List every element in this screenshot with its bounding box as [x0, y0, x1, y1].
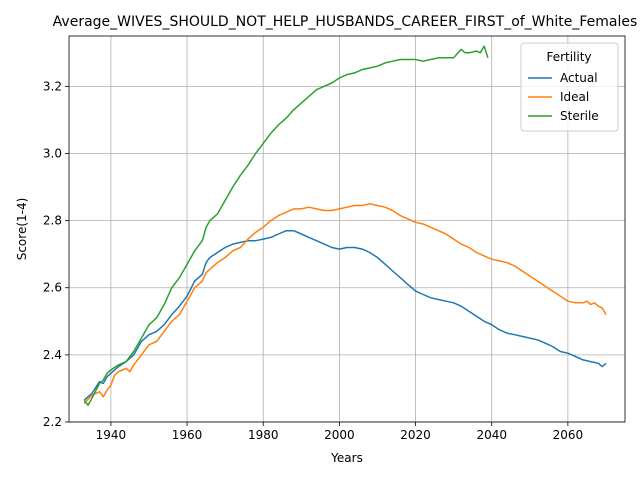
legend-label-sterile: Sterile	[560, 109, 599, 123]
legend: Fertility Actual Ideal Sterile	[521, 43, 618, 131]
legend-label-ideal: Ideal	[560, 90, 589, 104]
x-tick-label: 1960	[172, 428, 203, 442]
x-tick-label: 2040	[476, 428, 507, 442]
y-tick-label: 3.2	[43, 79, 62, 93]
x-tick-label: 1980	[248, 428, 279, 442]
y-axis-ticks: 2.2 2.4 2.6 2.8 3.0 3.2	[43, 79, 69, 429]
legend-label-actual: Actual	[560, 71, 598, 85]
x-tick-label: 2020	[400, 428, 431, 442]
x-tick-label: 1940	[96, 428, 127, 442]
x-tick-label: 2000	[324, 428, 355, 442]
x-axis-label: Years	[330, 451, 363, 465]
series-line-ideal	[84, 204, 606, 404]
y-tick-label: 2.2	[43, 415, 62, 429]
x-axis-ticks: 1940 1960 1980 2000 2020 2040 2060	[96, 422, 584, 442]
series-line-actual	[84, 231, 606, 401]
y-tick-label: 3.0	[43, 146, 62, 160]
legend-title: Fertility	[546, 50, 591, 64]
y-tick-label: 2.6	[43, 281, 62, 295]
x-tick-label: 2060	[553, 428, 584, 442]
chart-title: Average_WIVES_SHOULD_NOT_HELP_HUSBANDS_C…	[53, 14, 638, 30]
y-axis-label: Score(1-4)	[15, 198, 29, 261]
y-tick-label: 2.4	[43, 348, 62, 362]
y-tick-label: 2.8	[43, 214, 62, 228]
